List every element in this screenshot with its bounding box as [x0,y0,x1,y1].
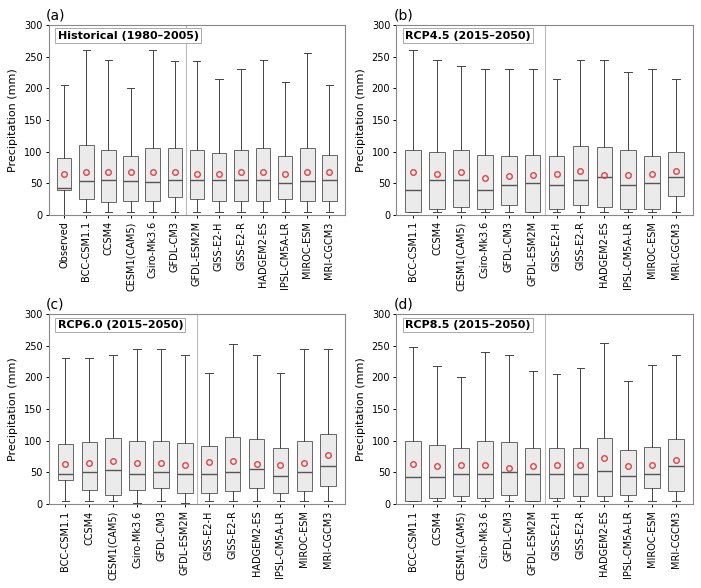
PathPatch shape [454,150,469,208]
PathPatch shape [644,447,660,488]
PathPatch shape [278,156,292,199]
PathPatch shape [234,151,248,201]
PathPatch shape [225,437,240,492]
PathPatch shape [477,155,493,209]
PathPatch shape [273,448,288,493]
PathPatch shape [644,156,660,209]
PathPatch shape [57,158,72,189]
PathPatch shape [620,151,636,209]
PathPatch shape [501,156,517,205]
PathPatch shape [212,153,226,201]
PathPatch shape [105,438,121,495]
PathPatch shape [322,155,336,201]
PathPatch shape [146,148,160,201]
PathPatch shape [597,147,612,208]
PathPatch shape [525,448,540,501]
PathPatch shape [123,156,137,201]
PathPatch shape [190,150,204,199]
Text: RCP8.5 (2015–2050): RCP8.5 (2015–2050) [405,320,531,330]
PathPatch shape [57,444,73,480]
Text: (a): (a) [46,8,65,22]
PathPatch shape [249,439,264,488]
PathPatch shape [300,148,315,201]
PathPatch shape [168,148,182,197]
Y-axis label: Precipitation (mm): Precipitation (mm) [356,357,366,461]
Y-axis label: Precipitation (mm): Precipitation (mm) [8,357,18,461]
PathPatch shape [405,150,421,212]
Y-axis label: Precipitation (mm): Precipitation (mm) [8,68,18,172]
Y-axis label: Precipitation (mm): Precipitation (mm) [356,68,366,172]
PathPatch shape [429,445,445,497]
PathPatch shape [201,446,217,493]
PathPatch shape [101,150,116,202]
PathPatch shape [454,447,469,496]
PathPatch shape [597,437,612,496]
PathPatch shape [549,156,564,209]
Text: (d): (d) [393,298,414,312]
PathPatch shape [177,443,193,493]
PathPatch shape [573,146,588,205]
Text: Historical (1980–2005): Historical (1980–2005) [57,31,198,41]
PathPatch shape [501,442,517,495]
PathPatch shape [405,440,421,501]
Text: (b): (b) [393,8,414,22]
PathPatch shape [668,152,683,196]
PathPatch shape [549,448,564,497]
PathPatch shape [297,440,312,492]
PathPatch shape [668,439,683,492]
PathPatch shape [256,148,271,201]
Text: (c): (c) [46,298,64,312]
PathPatch shape [154,440,169,488]
PathPatch shape [79,145,93,199]
PathPatch shape [130,440,145,490]
PathPatch shape [525,155,540,212]
PathPatch shape [429,152,445,209]
PathPatch shape [320,435,336,486]
PathPatch shape [477,440,493,497]
PathPatch shape [81,442,97,490]
Text: RCP4.5 (2015–2050): RCP4.5 (2015–2050) [405,31,531,41]
PathPatch shape [620,450,636,495]
Text: RCP6.0 (2015–2050): RCP6.0 (2015–2050) [57,320,183,330]
PathPatch shape [573,448,588,496]
